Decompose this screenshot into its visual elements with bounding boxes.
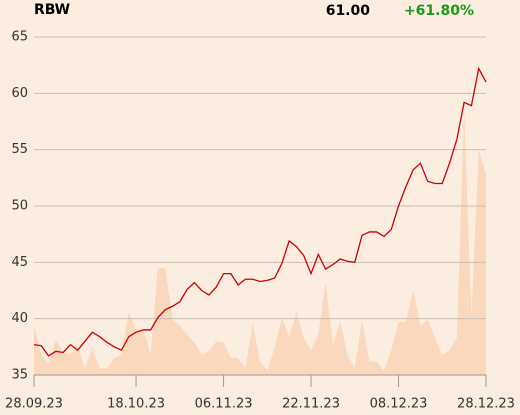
y-tick-label: 60 [11, 86, 28, 101]
change: +61.80% [404, 3, 474, 19]
x-tick-label: 06.11.23 [195, 397, 253, 412]
y-tick-label: 65 [11, 30, 28, 45]
y-tick-label: 35 [11, 368, 28, 383]
x-tick-label: 18.10.23 [107, 397, 165, 412]
price-line [33, 66, 487, 357]
x-tick-label: 28.09.23 [5, 397, 63, 412]
last-value: 61.00 [326, 3, 371, 19]
x-tick-label: 28.12.23 [457, 397, 515, 412]
x-tick-label: 08.12.23 [370, 397, 428, 412]
area [34, 107, 486, 375]
x-tick-label: 22.11.23 [282, 397, 340, 412]
y-tick-label: 40 [11, 311, 28, 326]
y-tick-label: 45 [11, 255, 28, 270]
y-tick-label: 55 [11, 142, 28, 157]
chart-title: RBW [34, 2, 70, 18]
y-tick-label: 50 [11, 199, 28, 214]
